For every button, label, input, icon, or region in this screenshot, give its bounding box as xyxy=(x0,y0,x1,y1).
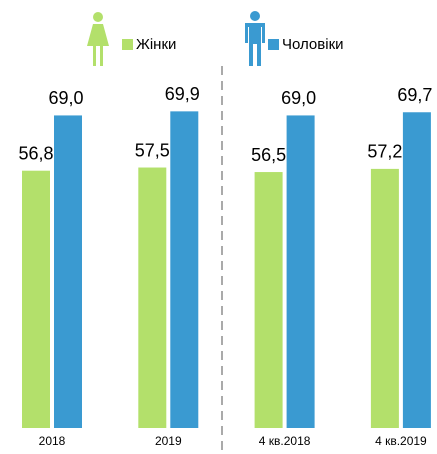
x-tick-label: 2019 xyxy=(155,434,182,448)
legend-label: Жінки xyxy=(136,36,176,53)
bar xyxy=(286,115,315,429)
value-label: 69,0 xyxy=(48,88,83,108)
x-tick-label: 4 кв.2019 xyxy=(375,434,427,448)
value-label: 57,2 xyxy=(367,142,402,162)
bar xyxy=(370,168,399,428)
value-label: 56,8 xyxy=(18,143,53,163)
bar xyxy=(254,172,283,428)
x-tick-label: 2018 xyxy=(39,434,66,448)
male-icon xyxy=(245,11,265,66)
value-label: 69,7 xyxy=(397,85,432,105)
value-label: 56,5 xyxy=(251,145,286,165)
bar xyxy=(170,111,199,428)
legend-label: Чоловіки xyxy=(282,36,344,53)
bar xyxy=(54,115,82,429)
bar xyxy=(402,112,431,428)
female-icon xyxy=(87,12,109,66)
bar xyxy=(138,167,167,428)
bar xyxy=(22,170,50,429)
value-label: 69,9 xyxy=(165,84,200,104)
legend-swatch xyxy=(268,39,279,50)
value-label: 69,0 xyxy=(281,88,316,108)
x-tick-label: 4 кв.2018 xyxy=(259,434,311,448)
legend-swatch xyxy=(122,39,133,50)
value-label: 57,5 xyxy=(135,140,170,160)
